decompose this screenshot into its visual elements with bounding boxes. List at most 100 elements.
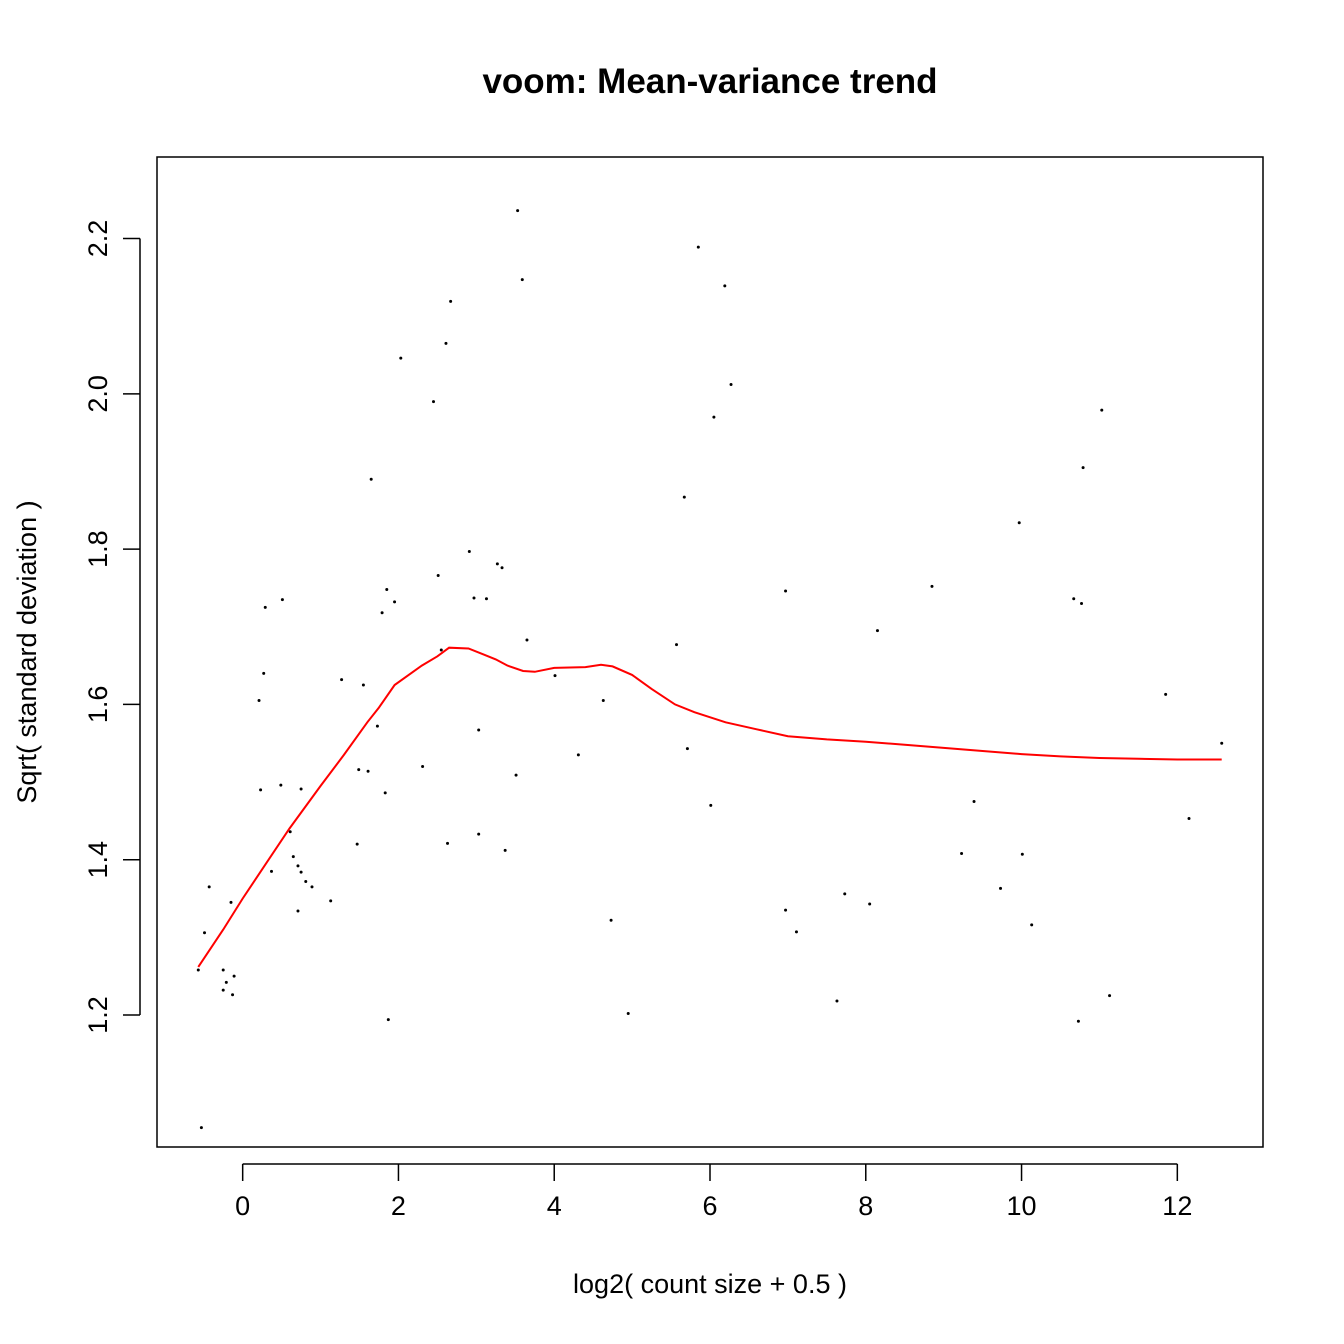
data-point — [1108, 994, 1112, 998]
x-tick-label: 8 — [858, 1191, 873, 1221]
data-point — [385, 587, 389, 591]
data-point — [484, 597, 488, 601]
data-point — [224, 980, 228, 984]
data-point — [432, 400, 435, 404]
y-tick-label: 1.8 — [83, 530, 113, 568]
data-point — [299, 787, 303, 791]
data-point — [269, 869, 273, 873]
data-point — [525, 638, 529, 642]
data-point — [259, 788, 263, 792]
data-point — [1187, 817, 1191, 821]
y-axis: 1.2 1.4 1.6 1.8 2.0 2.2 — [83, 220, 141, 1034]
data-point — [1081, 466, 1085, 470]
data-point — [383, 791, 387, 795]
data-point — [784, 589, 788, 593]
data-point — [291, 855, 295, 859]
data-point — [477, 728, 481, 732]
data-point — [843, 892, 847, 896]
data-point — [436, 574, 440, 578]
data-point — [1030, 923, 1034, 927]
data-point — [439, 648, 443, 652]
data-point — [626, 1011, 630, 1015]
data-point — [393, 600, 397, 604]
data-point — [229, 900, 233, 904]
x-tick-label: 4 — [547, 1191, 562, 1221]
data-point — [500, 566, 504, 570]
y-tick-label: 2.2 — [83, 220, 113, 258]
data-point — [675, 643, 679, 647]
data-point — [444, 341, 448, 345]
data-point — [357, 768, 361, 772]
data-point — [835, 999, 839, 1003]
data-point — [520, 278, 524, 282]
data-point — [380, 611, 384, 615]
data-point — [199, 1126, 203, 1130]
data-point — [329, 899, 333, 903]
y-tick-label: 1.6 — [83, 686, 113, 724]
data-point — [685, 747, 689, 751]
data-point — [257, 699, 261, 703]
data-point — [576, 753, 580, 757]
data-point — [503, 848, 507, 852]
data-point — [784, 908, 788, 912]
y-tick-label: 2.0 — [83, 375, 113, 413]
data-point — [1080, 601, 1084, 605]
data-point — [516, 209, 520, 213]
data-point — [221, 968, 225, 972]
data-point — [709, 803, 713, 807]
data-point — [729, 383, 733, 387]
data-point — [495, 562, 499, 566]
data-point — [340, 678, 344, 682]
data-point — [221, 988, 225, 992]
data-point — [1164, 692, 1168, 696]
data-point — [868, 902, 872, 906]
data-point — [999, 886, 1003, 890]
data-point — [355, 842, 359, 846]
data-point — [1072, 597, 1076, 601]
data-point — [232, 974, 236, 978]
data-point — [366, 769, 370, 773]
trend-line — [197, 646, 1222, 968]
data-point — [696, 245, 700, 249]
data-point — [601, 699, 605, 703]
data-point — [960, 851, 964, 855]
data-point — [449, 299, 453, 303]
x-tick-label: 0 — [235, 1191, 250, 1221]
y-axis-label: Sqrt( standard deviation ) — [12, 500, 42, 803]
chart-title: voom: Mean-variance trend — [482, 62, 937, 101]
data-point — [361, 683, 365, 687]
data-point — [296, 864, 300, 868]
data-point — [375, 724, 379, 728]
x-axis-label: log2( count size + 0.5 ) — [573, 1269, 847, 1299]
data-point — [712, 415, 716, 419]
x-tick-label: 6 — [702, 1191, 717, 1221]
data-point — [280, 598, 284, 602]
y-tick-label: 1.2 — [83, 996, 113, 1034]
data-point — [972, 799, 976, 803]
data-point — [203, 931, 207, 935]
data-point — [399, 356, 403, 360]
data-point — [553, 674, 557, 678]
data-point — [609, 918, 613, 922]
data-point — [296, 909, 300, 913]
data-point — [288, 830, 292, 834]
data-points — [196, 209, 1224, 1130]
data-point — [299, 870, 303, 874]
data-point — [477, 832, 481, 836]
data-point — [231, 993, 235, 997]
data-point — [930, 584, 934, 588]
y-tick-label: 1.4 — [83, 841, 113, 879]
data-point — [723, 284, 727, 288]
data-point — [196, 968, 200, 972]
data-point — [207, 885, 211, 889]
data-point — [279, 783, 283, 787]
x-axis: 0 2 4 6 8 10 12 — [235, 1163, 1192, 1221]
data-point — [310, 885, 314, 889]
data-point — [369, 477, 373, 481]
data-point — [682, 495, 686, 499]
data-point — [421, 765, 425, 769]
data-point — [1076, 1019, 1080, 1023]
data-point — [262, 671, 266, 675]
data-point — [1020, 852, 1024, 856]
data-point — [263, 605, 267, 609]
